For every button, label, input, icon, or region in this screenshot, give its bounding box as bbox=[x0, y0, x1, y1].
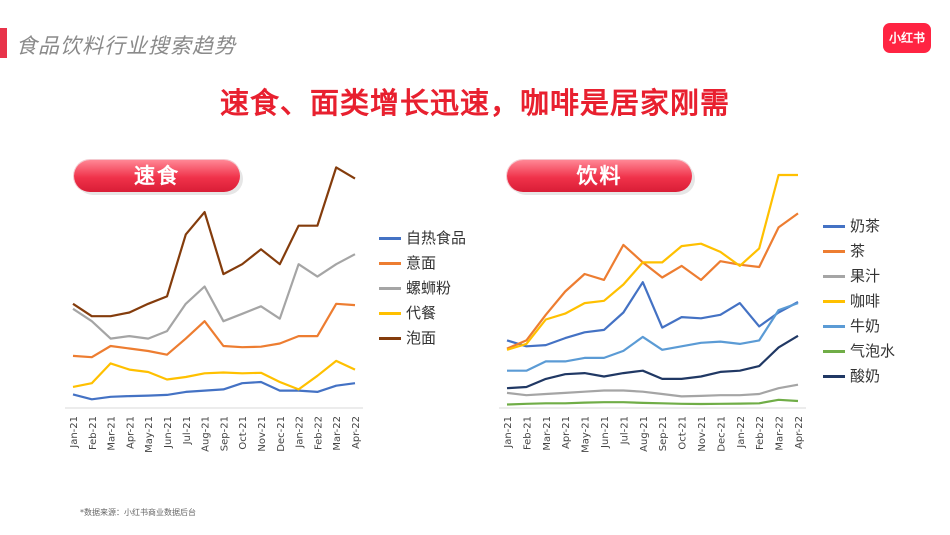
x-tick-label: Aug-21 bbox=[201, 416, 212, 452]
x-tick-label: Jan-22 bbox=[295, 416, 306, 449]
legend-label: 茶 bbox=[850, 242, 866, 260]
legend-label: 意面 bbox=[406, 254, 437, 272]
x-tick-label: Jan-21 bbox=[69, 416, 80, 449]
series-line-beverages-5 bbox=[506, 398, 799, 406]
legend-label: 咖啡 bbox=[850, 292, 881, 310]
x-tick-label: Apr-22 bbox=[794, 416, 805, 449]
x-tick-label: Feb-21 bbox=[522, 416, 533, 450]
x-tick-label: Aug-21 bbox=[639, 416, 650, 452]
legend-label: 奶茶 bbox=[850, 217, 881, 235]
x-tick-label: Nov-21 bbox=[257, 416, 268, 452]
x-tick-label: Feb-21 bbox=[88, 416, 99, 450]
source-note: *数据来源：小红书商业数据后台 bbox=[80, 508, 196, 517]
legend-swatch bbox=[823, 375, 845, 378]
legend-swatch bbox=[823, 350, 845, 353]
x-tick-label: Feb-22 bbox=[313, 416, 324, 450]
title-accent-bar bbox=[0, 28, 7, 58]
legend-instant-food: 自热食品意面螺蛳粉代餐泡面 bbox=[379, 226, 489, 356]
legend-label: 气泡水 bbox=[850, 342, 896, 360]
legend-label: 螺蛳粉 bbox=[406, 279, 452, 297]
x-tick-label: Apr-21 bbox=[125, 416, 136, 449]
series-line-instant-food-3 bbox=[72, 359, 356, 391]
legend-swatch bbox=[823, 325, 845, 328]
x-tick-label: Jul-21 bbox=[182, 416, 193, 445]
page-title: 食品饮料行业搜索趋势 bbox=[16, 34, 236, 58]
legend-beverages: 奶茶茶果汁咖啡牛奶气泡水酸奶 bbox=[823, 214, 933, 394]
chart-title-instant-food: 速食 bbox=[74, 160, 240, 192]
series-line-beverages-4 bbox=[507, 302, 799, 372]
x-tick-label: Jun-21 bbox=[600, 416, 611, 449]
series-line-instant-food-1 bbox=[72, 302, 356, 359]
legend-swatch bbox=[379, 287, 401, 290]
x-tick-label: Jul-21 bbox=[619, 416, 630, 445]
x-tick-label: May-21 bbox=[144, 416, 155, 453]
x-tick-label: Feb-22 bbox=[755, 416, 766, 450]
x-tick-label: Dec-21 bbox=[716, 416, 727, 452]
series-line-instant-food-4 bbox=[72, 166, 356, 318]
legend-swatch bbox=[379, 262, 401, 265]
x-tick-label: Sep-21 bbox=[658, 416, 669, 451]
series-line-instant-food-0 bbox=[72, 380, 356, 401]
xiaohongshu-logo: 小红书 bbox=[883, 23, 931, 53]
series-line-beverages-2 bbox=[506, 383, 799, 398]
series-line-beverages-3 bbox=[506, 173, 798, 351]
x-tick-label: Jan-21 bbox=[503, 416, 514, 449]
x-tick-label: Oct-21 bbox=[678, 416, 689, 450]
legend-label: 自热食品 bbox=[406, 229, 467, 247]
x-tick-label: Mar-21 bbox=[107, 416, 118, 451]
legend-label: 牛奶 bbox=[850, 317, 881, 335]
x-tick-label: Oct-21 bbox=[238, 416, 249, 450]
x-tick-label: Apr-22 bbox=[351, 416, 362, 449]
legend-label: 代餐 bbox=[406, 304, 437, 322]
series-line-instant-food-2 bbox=[72, 253, 356, 340]
legend-swatch bbox=[379, 312, 401, 315]
legend-swatch bbox=[823, 225, 845, 228]
x-tick-label: Jun-21 bbox=[163, 416, 174, 449]
series-line-beverages-1 bbox=[506, 212, 799, 350]
series-line-beverages-6 bbox=[506, 334, 799, 390]
x-tick-label: Mar-21 bbox=[542, 416, 553, 451]
x-tick-label: Jan-22 bbox=[736, 416, 747, 449]
x-tick-label: Dec-21 bbox=[276, 416, 287, 452]
legend-label: 泡面 bbox=[406, 329, 437, 347]
series-line-beverages-0 bbox=[506, 281, 799, 348]
legend-label: 果汁 bbox=[850, 267, 881, 285]
legend-swatch bbox=[823, 275, 845, 278]
x-tick-label: Nov-21 bbox=[697, 416, 708, 452]
legend-swatch bbox=[823, 300, 845, 303]
x-tick-label: Sep-21 bbox=[219, 416, 230, 451]
x-tick-label: Mar-22 bbox=[332, 416, 343, 451]
legend-swatch bbox=[379, 337, 401, 340]
legend-label: 酸奶 bbox=[850, 367, 881, 385]
chart-title-beverages: 饮料 bbox=[507, 160, 692, 192]
x-tick-label: Mar-22 bbox=[775, 416, 786, 451]
legend-swatch bbox=[379, 237, 401, 240]
legend-swatch bbox=[823, 250, 845, 253]
x-tick-label: May-21 bbox=[581, 416, 592, 453]
x-tick-label: Apr-21 bbox=[561, 416, 572, 449]
headline: 速食、面类增长迅速，咖啡是居家刚需 bbox=[219, 86, 730, 120]
